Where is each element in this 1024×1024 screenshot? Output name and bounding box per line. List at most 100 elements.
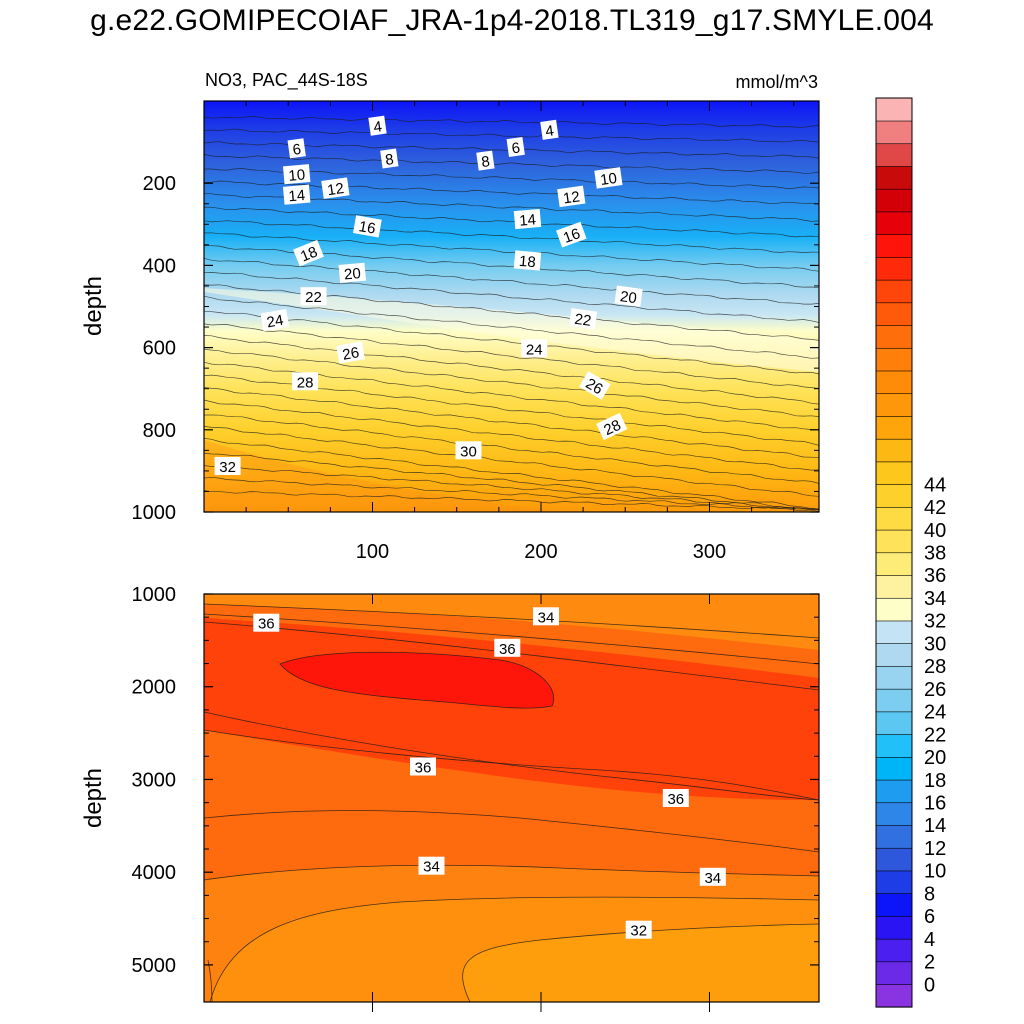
lower-core <box>280 652 554 709</box>
upper-contour-line <box>204 257 819 305</box>
upper-contour-line <box>204 128 819 143</box>
upper-contour-label: 10 <box>594 167 623 189</box>
upper-contour-label-box <box>282 184 311 205</box>
upper-contour-label-box <box>293 239 324 267</box>
upper-contour-label-text: 14 <box>288 187 306 205</box>
lower-contour-line <box>209 896 819 1002</box>
upper-contour-label: 22 <box>300 287 327 306</box>
lower-contour-label: 36 <box>494 638 521 658</box>
colorbar-segment <box>875 847 913 872</box>
lower-contour-label-box <box>253 613 280 632</box>
upper-contour-line <box>204 310 819 375</box>
upper-x-tick-label: 200 <box>524 541 557 563</box>
upper-contour-line <box>204 180 819 205</box>
lower-contour-line <box>204 810 819 853</box>
lower-y-tick-label: 5000 <box>132 955 177 977</box>
lower-y-tick-label: 4000 <box>132 862 177 884</box>
lower-contour-lines <box>204 603 819 1002</box>
colorbar-segment <box>875 824 913 849</box>
lower-contour-label-text: 36 <box>667 791 684 808</box>
upper-contour-label-box <box>353 215 382 238</box>
colorbar-segment <box>875 733 913 758</box>
colorbar: 0246810121416182022242628303234363840424… <box>875 97 946 1008</box>
lower-contour-label: 34 <box>418 856 445 876</box>
lower-band-32 <box>462 924 819 1002</box>
colorbar-segment <box>875 97 913 122</box>
upper-variable-label: NO3, PAC_44S-18S <box>205 70 368 91</box>
upper-y-tick-label: 200 <box>143 173 176 195</box>
colorbar-segment <box>875 279 913 304</box>
colorbar-tick-label: 36 <box>924 565 946 587</box>
upper-contour-line <box>204 116 819 128</box>
lower-contour-line <box>207 959 213 1002</box>
colorbar-segment <box>875 143 913 167</box>
colorbar-segment <box>875 983 913 1008</box>
lower-contour-field <box>204 594 819 1002</box>
colorbar-segment <box>875 484 913 508</box>
upper-contour-label-text: 30 <box>460 443 477 460</box>
upper-contour-label: 18 <box>513 250 542 271</box>
lower-contour-label: 34 <box>533 607 559 626</box>
upper-y-tick-label: 800 <box>143 420 176 442</box>
colorbar-tick-label: 6 <box>924 906 935 928</box>
upper-contour-label-text: 20 <box>619 288 638 307</box>
colorbar-segment <box>875 415 913 440</box>
colorbar-segment <box>875 574 913 599</box>
upper-contour-labels: 4 4 6 6 8 8 10 10 12 12 14 14 16 16 18 18 20 20 22 22 24 24 26… <box>214 115 643 476</box>
upper-contour-label-text: 12 <box>562 188 581 207</box>
lower-contour-label: 34 <box>699 867 726 887</box>
upper-contour-label-box <box>556 221 587 248</box>
upper-contour-label: 32 <box>214 457 241 476</box>
upper-contour-label: 14 <box>513 208 542 230</box>
colorbar-segment <box>875 370 913 395</box>
upper-contour-label: 24 <box>521 339 548 358</box>
colorbar-tick-label: 42 <box>924 497 946 519</box>
upper-contour-label-text: 4 <box>372 118 383 136</box>
lower-contour-label-text: 36 <box>258 616 275 633</box>
upper-contour-label: 20 <box>614 285 643 307</box>
upper-contour-label-text: 16 <box>561 225 582 247</box>
colorbar-segment <box>875 893 913 917</box>
colorbar-tick-label: 32 <box>924 611 946 633</box>
upper-contour-label-text: 14 <box>519 211 537 229</box>
lower-contour-label: 36 <box>253 613 280 633</box>
upper-y-tick-label: 600 <box>143 338 176 360</box>
lower-contour-line <box>279 651 554 709</box>
colorbar-segment <box>875 756 913 781</box>
upper-contour-label-box <box>214 457 241 475</box>
upper-contour-line <box>204 386 819 459</box>
colorbar-segment <box>875 597 913 622</box>
colorbar-tick-label: 30 <box>924 633 946 655</box>
lower-top-strip <box>204 594 819 650</box>
colorbar-segment <box>875 870 913 894</box>
colorbar-tick-label: 12 <box>924 838 946 860</box>
colorbar-segment <box>875 393 913 417</box>
lower-contour-line <box>204 603 819 639</box>
upper-contour-line <box>204 335 819 405</box>
colorbar-segment <box>875 552 913 576</box>
upper-contour-label-text: 18 <box>518 253 536 271</box>
colorbar-tick-label: 8 <box>924 883 935 905</box>
upper-contour-label-box <box>568 308 598 330</box>
upper-contour-label-text: 28 <box>297 374 314 391</box>
upper-x-tick-label: 100 <box>356 541 389 563</box>
upper-contour-line <box>204 232 819 272</box>
upper-contour-line <box>204 476 819 512</box>
colorbar-segment <box>875 120 913 145</box>
upper-contour-label-box <box>476 150 495 171</box>
upper-contour-label-text: 8 <box>384 151 395 169</box>
colorbar-tick-label: 22 <box>924 724 946 746</box>
colorbar-tick-label: 10 <box>924 861 946 883</box>
colorbar-segment <box>875 211 913 235</box>
colorbar-tick-label: 16 <box>924 793 946 815</box>
colorbar-segment <box>875 529 913 554</box>
upper-contour-label-box <box>455 441 482 460</box>
upper-contour-line <box>204 348 819 417</box>
upper-contour-line <box>204 438 819 510</box>
colorbar-segment <box>875 961 913 985</box>
upper-contour-line <box>204 154 819 174</box>
colorbar-tick-label: 44 <box>924 474 946 496</box>
upper-contour-label-box <box>282 164 311 185</box>
lower-contour-label-box <box>699 867 726 886</box>
